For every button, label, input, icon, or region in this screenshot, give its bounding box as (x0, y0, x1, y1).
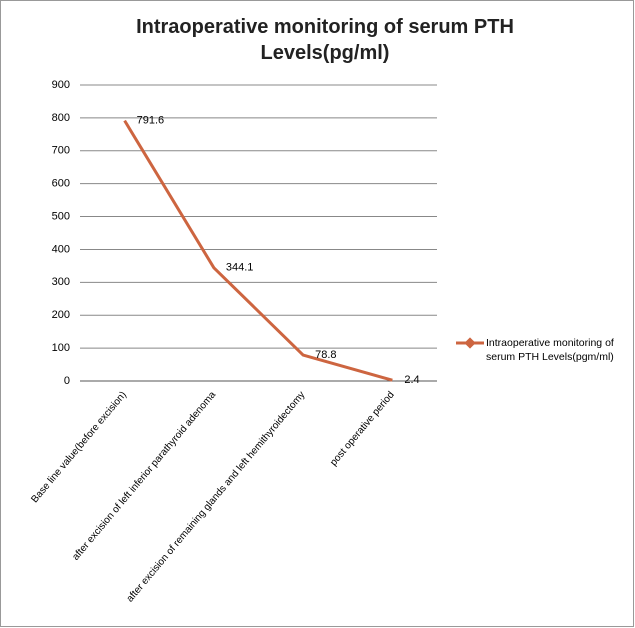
y-tick-label: 200 (52, 309, 70, 321)
y-tick-label: 500 (52, 210, 70, 222)
x-tick-label: Base line value(before excision) (29, 390, 129, 506)
y-tick-label: 900 (52, 79, 70, 91)
y-tick-label: 300 (52, 276, 70, 288)
y-tick-label: 800 (52, 112, 70, 124)
x-tick-label: post operative period (328, 390, 396, 469)
data-label: 78.8 (315, 349, 336, 361)
series-line (123, 119, 393, 382)
y-tick-label: 0 (64, 375, 70, 387)
chart-title: Intraoperative monitoring of serum PTH L… (136, 16, 514, 64)
y-tick-label: 700 (52, 145, 70, 157)
x-tick-label: after excision of left inferior parathyr… (70, 389, 218, 562)
y-tick-label: 600 (52, 178, 70, 190)
data-label: 344.1 (226, 262, 254, 274)
y-tick-label: 400 (52, 243, 70, 255)
data-label: 791.6 (137, 115, 165, 127)
y-tick-label: 100 (52, 342, 70, 354)
legend-label: Intraoperative monitoring of serum PTH L… (486, 337, 614, 363)
data-label: 2.4 (404, 374, 419, 386)
x-tick-label: after excision of remaining glands and l… (125, 390, 308, 605)
legend-marker (464, 337, 476, 349)
